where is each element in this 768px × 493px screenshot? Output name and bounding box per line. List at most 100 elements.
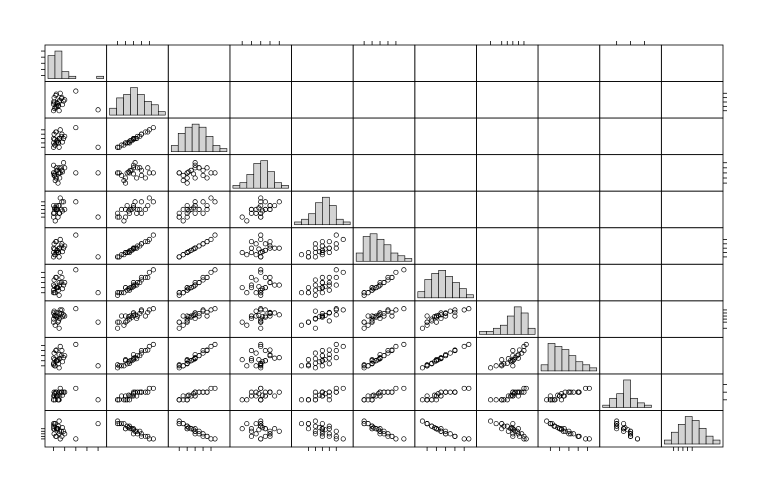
point — [244, 290, 250, 296]
point — [212, 306, 218, 312]
point — [52, 142, 58, 148]
point — [57, 269, 63, 275]
point — [419, 418, 426, 424]
point — [452, 389, 458, 395]
point — [258, 306, 264, 312]
point — [138, 389, 144, 395]
point — [298, 290, 305, 296]
point — [435, 312, 441, 318]
point — [272, 282, 278, 288]
point — [361, 418, 367, 424]
panel — [660, 373, 724, 411]
point — [319, 279, 325, 286]
point — [126, 425, 132, 431]
hist-bar — [362, 236, 371, 262]
point — [317, 425, 323, 431]
point — [62, 165, 68, 171]
point — [509, 425, 515, 431]
point — [188, 426, 194, 432]
point — [124, 318, 130, 324]
point — [126, 314, 132, 320]
point — [576, 389, 582, 395]
point — [122, 319, 129, 325]
panel — [352, 81, 416, 119]
point — [208, 170, 214, 176]
point — [466, 436, 472, 442]
point — [58, 353, 64, 359]
point — [369, 318, 375, 324]
point — [192, 389, 198, 395]
hist-bar — [301, 218, 309, 226]
point — [488, 397, 494, 403]
point — [150, 306, 156, 312]
panel — [599, 190, 662, 229]
point — [319, 421, 325, 427]
hist-bar — [54, 50, 63, 79]
panel — [599, 117, 662, 156]
point — [276, 312, 282, 318]
hist-bar — [376, 238, 385, 262]
point — [53, 165, 59, 171]
point — [326, 433, 332, 439]
point — [515, 352, 521, 358]
point — [200, 199, 206, 205]
point — [305, 319, 312, 325]
point — [115, 421, 121, 427]
point — [312, 350, 318, 356]
point — [142, 129, 148, 135]
point — [56, 279, 62, 286]
point — [258, 341, 264, 347]
point — [53, 309, 59, 315]
panel — [352, 263, 416, 302]
panel — [352, 44, 416, 82]
point — [196, 165, 202, 171]
point — [184, 318, 190, 324]
point — [126, 286, 132, 292]
point — [115, 325, 121, 331]
point — [267, 433, 273, 439]
point — [312, 282, 318, 288]
point — [555, 425, 561, 431]
point — [192, 210, 198, 216]
point — [121, 363, 127, 369]
point — [115, 254, 121, 260]
point — [333, 274, 339, 281]
point — [375, 427, 381, 433]
point — [186, 359, 192, 365]
point — [424, 397, 430, 403]
point — [547, 393, 553, 399]
point — [586, 385, 592, 391]
point — [62, 97, 68, 103]
point — [523, 385, 529, 391]
point — [627, 433, 634, 439]
point — [116, 170, 122, 176]
point — [130, 284, 137, 290]
point — [59, 139, 66, 145]
point — [258, 397, 264, 403]
point — [499, 421, 505, 427]
point — [248, 426, 255, 432]
panel — [414, 44, 477, 82]
point — [142, 389, 148, 395]
hist-bar — [47, 55, 56, 79]
point — [272, 426, 278, 432]
hist-bar — [355, 252, 364, 262]
point — [208, 343, 214, 350]
point — [54, 100, 60, 106]
point — [431, 425, 438, 431]
point — [212, 385, 218, 391]
point — [52, 322, 58, 328]
hist-bar — [151, 104, 159, 116]
point — [115, 319, 121, 325]
panel — [414, 154, 477, 192]
point — [365, 397, 371, 403]
point — [52, 290, 58, 296]
point — [509, 392, 515, 398]
panel — [476, 44, 539, 82]
hist-bar — [404, 258, 413, 262]
point — [510, 421, 516, 427]
point — [253, 350, 259, 356]
hist-bar — [383, 244, 392, 262]
panel — [229, 81, 292, 119]
